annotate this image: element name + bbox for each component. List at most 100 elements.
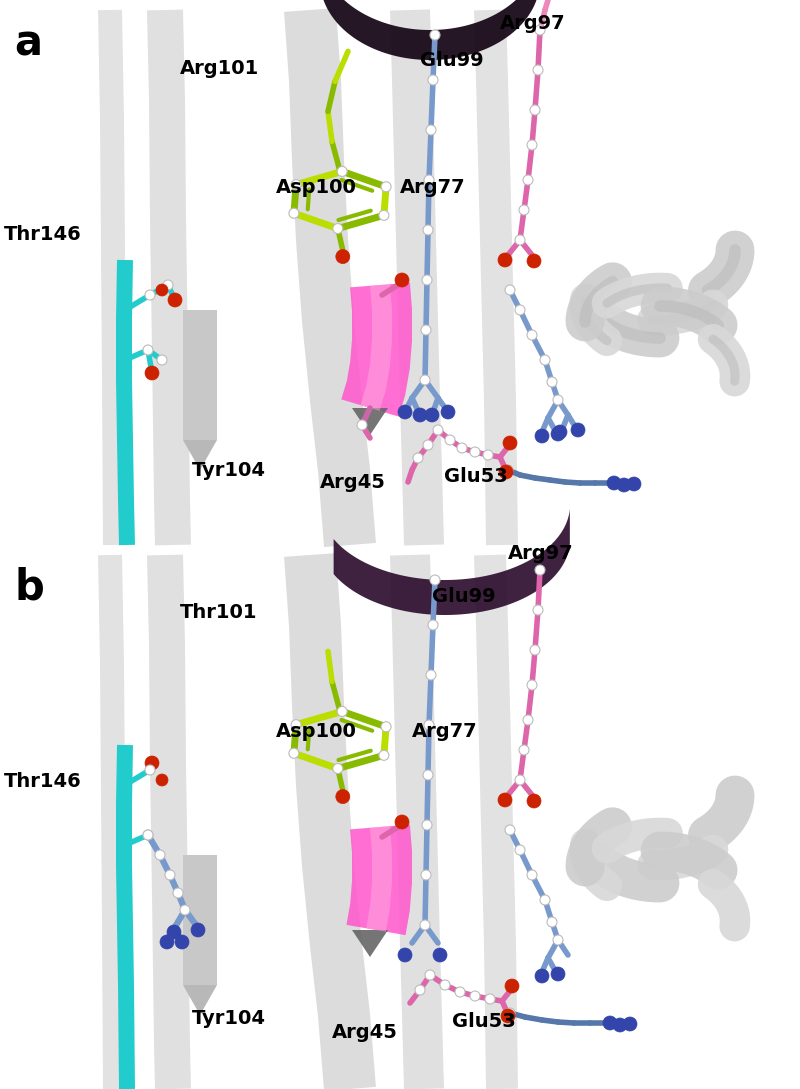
Circle shape xyxy=(423,770,433,780)
Circle shape xyxy=(143,830,153,840)
Circle shape xyxy=(424,720,434,730)
Text: Tyr104: Tyr104 xyxy=(192,1008,266,1028)
Circle shape xyxy=(571,423,585,437)
Polygon shape xyxy=(98,554,127,1089)
Circle shape xyxy=(530,645,540,654)
Circle shape xyxy=(156,284,168,296)
Polygon shape xyxy=(390,10,444,546)
Circle shape xyxy=(530,105,540,115)
Polygon shape xyxy=(321,0,539,60)
Circle shape xyxy=(540,895,550,905)
Circle shape xyxy=(422,276,432,285)
Circle shape xyxy=(157,355,167,365)
Circle shape xyxy=(430,30,440,40)
Circle shape xyxy=(413,408,427,423)
Circle shape xyxy=(527,794,541,808)
Circle shape xyxy=(289,208,299,218)
Circle shape xyxy=(426,670,436,680)
Polygon shape xyxy=(116,260,135,546)
Circle shape xyxy=(398,405,412,419)
Circle shape xyxy=(553,395,563,405)
Polygon shape xyxy=(183,855,217,984)
Circle shape xyxy=(291,720,301,730)
Text: Glu99: Glu99 xyxy=(432,587,496,607)
Circle shape xyxy=(547,377,557,387)
Circle shape xyxy=(395,815,409,829)
Polygon shape xyxy=(366,827,392,932)
Circle shape xyxy=(415,984,425,995)
Circle shape xyxy=(613,1018,627,1032)
Polygon shape xyxy=(147,10,191,546)
Polygon shape xyxy=(183,984,217,1015)
Circle shape xyxy=(515,845,525,855)
Text: Asp100: Asp100 xyxy=(276,722,357,742)
Text: Tyr104: Tyr104 xyxy=(192,461,266,480)
Circle shape xyxy=(145,290,155,299)
Circle shape xyxy=(607,476,621,490)
Circle shape xyxy=(547,917,557,927)
Circle shape xyxy=(421,870,431,880)
Circle shape xyxy=(145,366,159,380)
Circle shape xyxy=(420,375,430,386)
Circle shape xyxy=(379,210,389,220)
Circle shape xyxy=(413,453,423,463)
Circle shape xyxy=(381,722,391,732)
Circle shape xyxy=(483,450,493,460)
Text: Glu99: Glu99 xyxy=(420,51,484,71)
Circle shape xyxy=(421,325,431,335)
Circle shape xyxy=(535,565,545,575)
Circle shape xyxy=(145,756,159,770)
Circle shape xyxy=(527,140,537,150)
Circle shape xyxy=(168,293,182,307)
Circle shape xyxy=(289,748,299,758)
Polygon shape xyxy=(346,824,412,935)
Polygon shape xyxy=(352,408,388,435)
Circle shape xyxy=(485,994,495,1004)
Text: Asp100: Asp100 xyxy=(276,178,357,197)
Circle shape xyxy=(173,888,183,898)
Text: Arg97: Arg97 xyxy=(508,543,574,563)
Circle shape xyxy=(523,715,533,725)
Circle shape xyxy=(553,935,563,945)
Text: Thr146: Thr146 xyxy=(4,772,82,792)
Circle shape xyxy=(457,443,467,453)
Polygon shape xyxy=(116,745,135,1089)
Circle shape xyxy=(420,920,430,930)
Circle shape xyxy=(163,280,173,290)
Circle shape xyxy=(535,429,549,443)
Text: Arg77: Arg77 xyxy=(400,178,466,197)
Circle shape xyxy=(381,182,391,192)
Text: Thr146: Thr146 xyxy=(4,224,82,244)
Text: Arg77: Arg77 xyxy=(412,722,478,742)
Circle shape xyxy=(523,175,533,185)
Circle shape xyxy=(143,830,153,840)
Circle shape xyxy=(160,935,174,949)
Circle shape xyxy=(430,575,440,585)
Circle shape xyxy=(155,851,165,860)
Text: b: b xyxy=(14,567,44,609)
Circle shape xyxy=(422,820,432,830)
Polygon shape xyxy=(390,554,444,1089)
Circle shape xyxy=(395,273,409,287)
Circle shape xyxy=(527,680,537,690)
Polygon shape xyxy=(334,509,570,615)
Circle shape xyxy=(441,405,455,419)
Circle shape xyxy=(515,235,525,245)
Text: Arg97: Arg97 xyxy=(500,14,566,34)
Polygon shape xyxy=(183,440,217,470)
Circle shape xyxy=(333,223,343,233)
Circle shape xyxy=(337,167,347,176)
Circle shape xyxy=(175,935,189,949)
Circle shape xyxy=(527,870,537,880)
Polygon shape xyxy=(147,554,191,1089)
Circle shape xyxy=(470,446,480,457)
Circle shape xyxy=(425,970,435,980)
Circle shape xyxy=(498,793,512,807)
Circle shape xyxy=(424,175,434,185)
Circle shape xyxy=(527,254,541,268)
Polygon shape xyxy=(183,310,217,440)
Polygon shape xyxy=(284,553,376,1089)
Circle shape xyxy=(503,465,513,475)
Circle shape xyxy=(440,980,450,990)
Circle shape xyxy=(433,425,443,435)
